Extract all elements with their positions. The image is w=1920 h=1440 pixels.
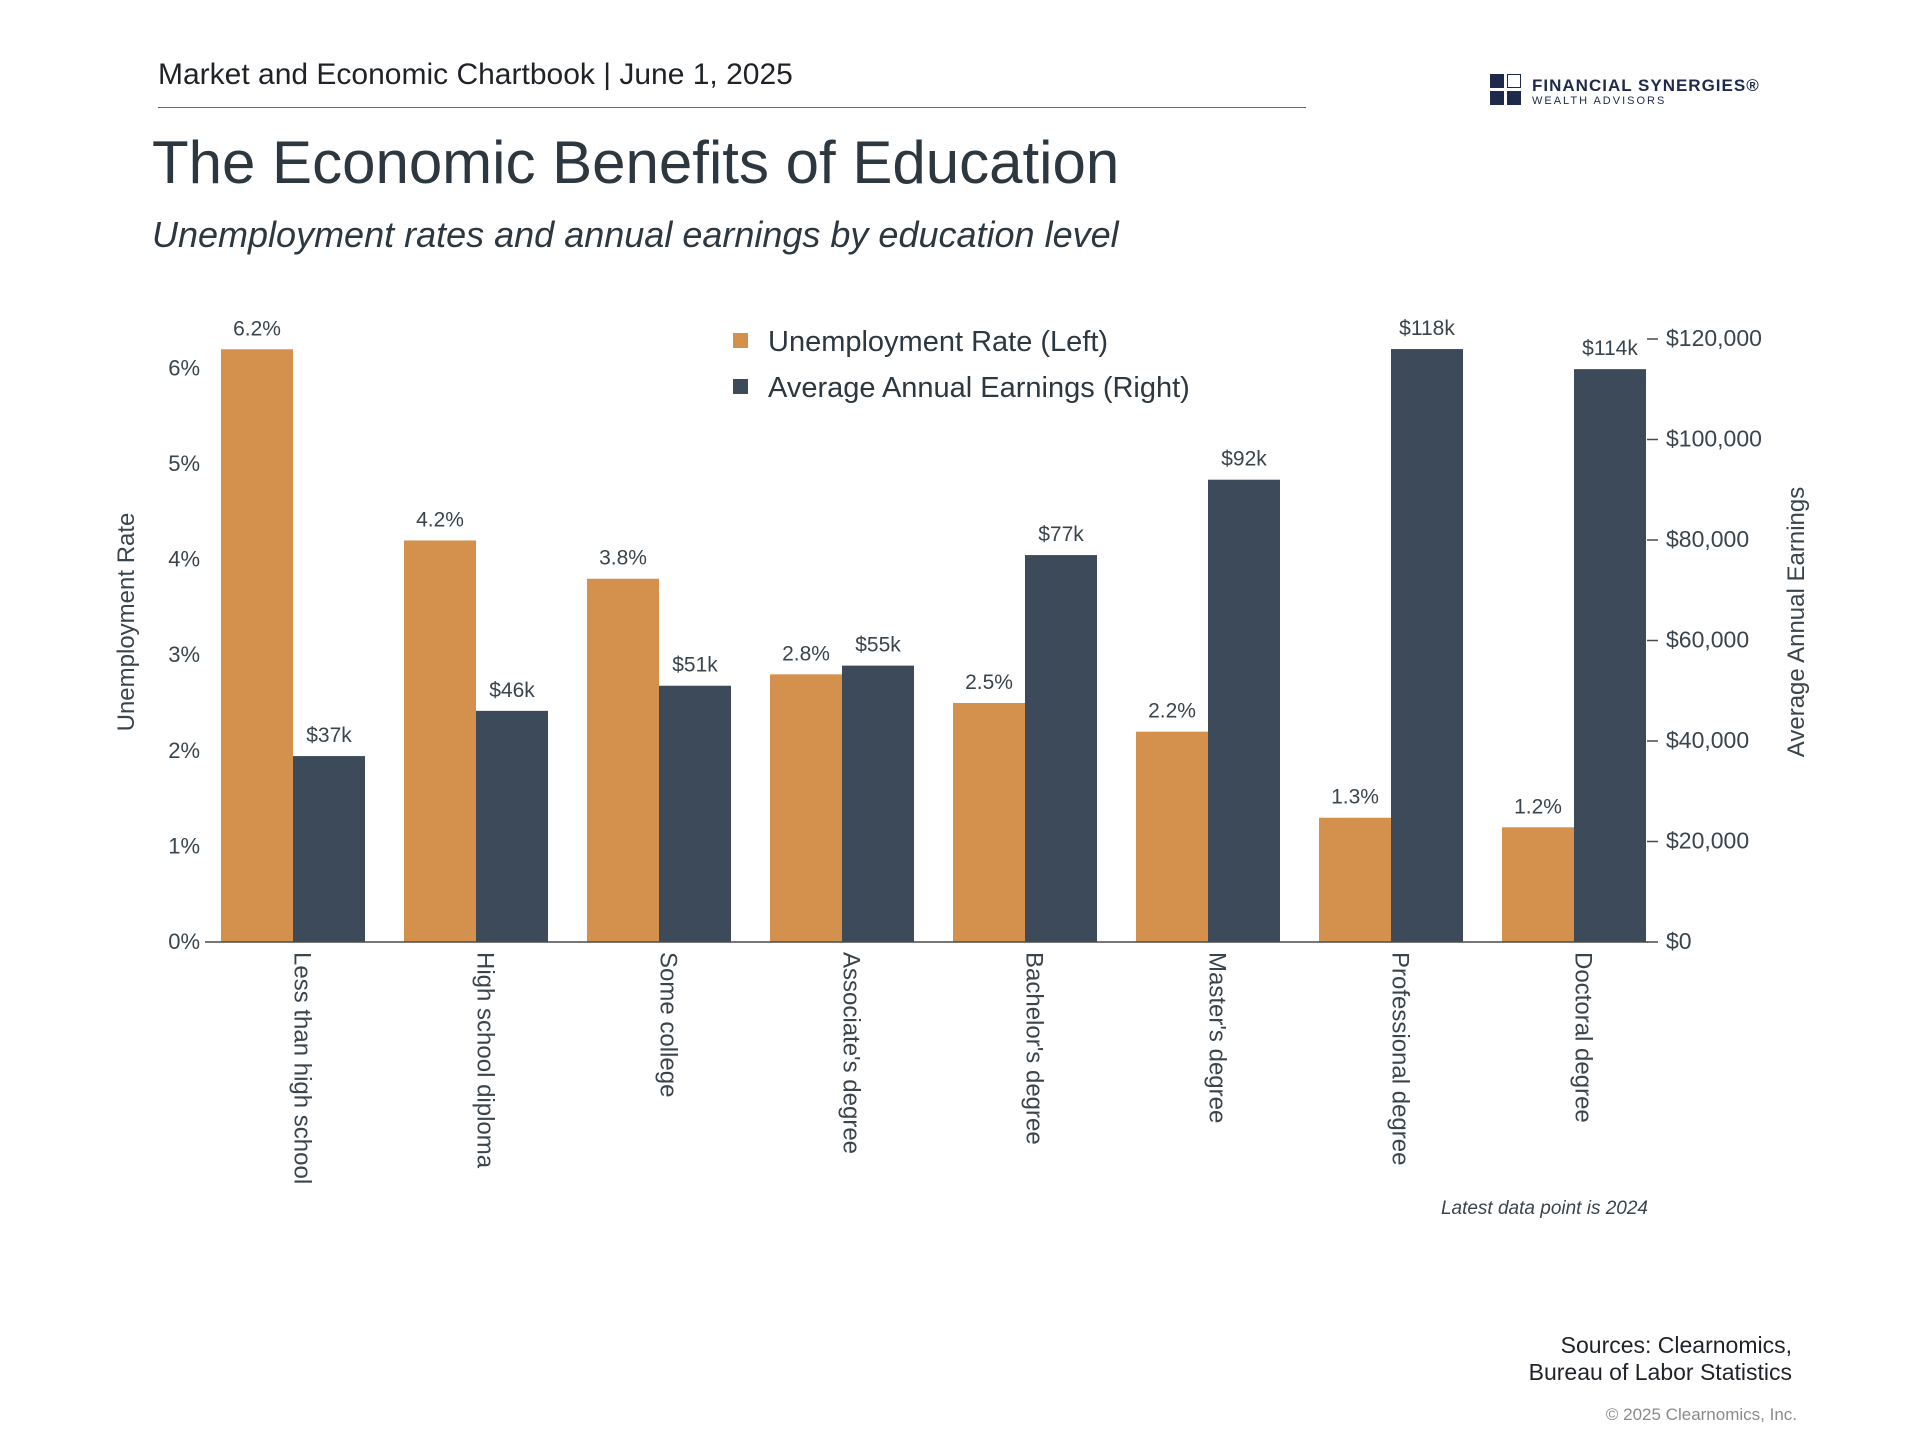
data-label-earnings: $37k	[306, 724, 352, 747]
category-label: Associate's degree	[838, 952, 865, 1154]
bar-earnings	[842, 665, 914, 942]
bar-earnings	[293, 756, 365, 942]
data-label-unemployment: 1.2%	[1514, 795, 1562, 818]
bar-unemployment	[587, 578, 659, 942]
data-label-unemployment: 6.2%	[233, 317, 281, 340]
bar-unemployment	[770, 674, 842, 942]
right-tick-label: $60,000	[1666, 627, 1749, 653]
bar-unemployment	[1502, 827, 1574, 942]
data-label-unemployment: 3.8%	[599, 547, 647, 570]
left-tick-label: 3%	[168, 642, 200, 667]
data-label-unemployment: 1.3%	[1331, 786, 1379, 809]
data-label-earnings: $92k	[1221, 448, 1267, 471]
right-tick-label: $80,000	[1666, 526, 1749, 552]
right-tick-label: $0	[1666, 928, 1692, 954]
left-axis-title: Unemployment Rate	[113, 513, 140, 732]
left-tick-label: 4%	[168, 547, 200, 572]
chartbook-header: Market and Economic Chartbook | June 1, …	[158, 58, 793, 91]
logo-mark-icon	[1490, 74, 1522, 106]
left-tick-label: 5%	[168, 451, 200, 476]
bar-earnings	[1391, 349, 1463, 942]
sources-line-1: Sources: Clearnomics,	[1560, 1332, 1792, 1358]
chart-title: The Economic Benefits of Education	[152, 129, 1120, 196]
category-label: Professional degree	[1387, 952, 1414, 1165]
category-label: Some college	[655, 952, 682, 1097]
data-label-earnings: $55k	[855, 634, 901, 657]
bar-unemployment	[404, 540, 476, 942]
legend-label-unemployment: Unemployment Rate (Left)	[768, 326, 1108, 358]
bar-earnings	[1025, 555, 1097, 942]
company-logo: FINANCIAL SYNERGIES® WEALTH ADVISORS	[1490, 74, 1790, 110]
data-label-unemployment: 4.2%	[416, 508, 464, 531]
copyright-text: © 2025 Clearnomics, Inc.	[1605, 1405, 1797, 1424]
category-label: Master's degree	[1204, 952, 1231, 1123]
right-tick-label: $100,000	[1666, 426, 1762, 452]
left-tick-label: 0%	[168, 929, 200, 954]
data-label-earnings: $118k	[1399, 317, 1455, 340]
data-note: Latest data point is 2024	[1440, 1198, 1648, 1219]
bar-earnings	[476, 710, 548, 942]
bar-unemployment	[1319, 817, 1391, 942]
data-label-unemployment: 2.8%	[782, 642, 830, 665]
right-tick-label: $20,000	[1666, 828, 1749, 854]
category-label: High school diploma	[472, 952, 499, 1169]
bar-unemployment	[1136, 731, 1208, 942]
logo-name: FINANCIAL SYNERGIES®	[1532, 76, 1760, 95]
category-label: Less than high school	[289, 952, 316, 1184]
bar-earnings	[1208, 479, 1280, 942]
right-tick-label: $40,000	[1666, 727, 1749, 753]
sources-text: Sources: Clearnomics, Bureau of Labor St…	[1400, 1332, 1792, 1386]
data-label-earnings: $114k	[1582, 337, 1638, 360]
data-label-earnings: $46k	[489, 679, 535, 702]
header-divider	[158, 107, 1306, 108]
category-label: Doctoral degree	[1570, 952, 1597, 1123]
chart-subtitle: Unemployment rates and annual earnings b…	[152, 214, 1119, 255]
left-tick-label: 1%	[168, 833, 200, 858]
legend-label-earnings: Average Annual Earnings (Right)	[768, 372, 1190, 404]
data-label-earnings: $51k	[672, 654, 718, 677]
bar-unemployment	[953, 703, 1025, 942]
right-axis-title: Average Annual Earnings	[1783, 487, 1810, 757]
right-tick-label: $120,000	[1666, 325, 1762, 351]
bar-earnings	[659, 685, 731, 942]
data-label-unemployment: 2.2%	[1148, 700, 1196, 723]
left-tick-label: 6%	[168, 355, 200, 380]
left-tick-label: 2%	[168, 738, 200, 763]
data-label-unemployment: 2.5%	[965, 671, 1013, 694]
bar-unemployment	[221, 349, 293, 942]
legend-swatch-unemployment	[733, 333, 748, 348]
sources-line-2: Bureau of Labor Statistics	[1528, 1359, 1792, 1385]
logo-subtitle: WEALTH ADVISORS	[1532, 95, 1667, 107]
data-label-earnings: $77k	[1038, 523, 1084, 546]
legend-swatch-earnings	[733, 379, 748, 394]
category-label: Bachelor's degree	[1021, 952, 1048, 1145]
bar-earnings	[1574, 369, 1646, 942]
